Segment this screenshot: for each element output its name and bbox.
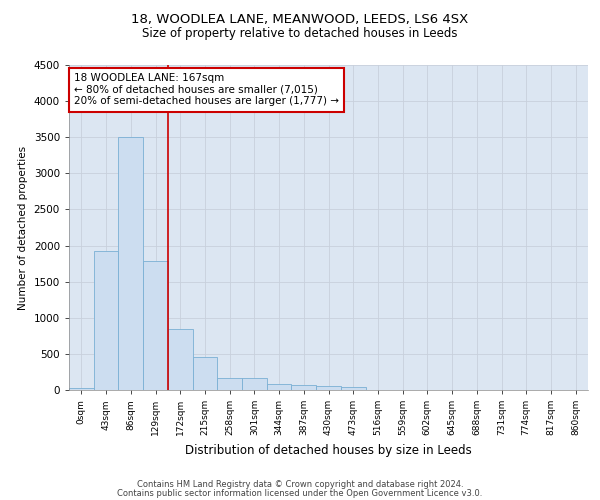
X-axis label: Distribution of detached houses by size in Leeds: Distribution of detached houses by size … [185,444,472,456]
Bar [69,388,94,390]
Text: Size of property relative to detached houses in Leeds: Size of property relative to detached ho… [142,28,458,40]
Text: 18 WOODLEA LANE: 167sqm
← 80% of detached houses are smaller (7,015)
20% of semi: 18 WOODLEA LANE: 167sqm ← 80% of detache… [74,73,339,106]
Bar [193,357,217,390]
Bar [217,378,242,390]
Bar [168,330,193,390]
Bar [292,386,316,390]
Text: Contains public sector information licensed under the Open Government Licence v3: Contains public sector information licen… [118,489,482,498]
Bar [118,137,143,390]
Bar [341,388,365,390]
Bar [267,384,292,390]
Bar [143,260,168,390]
Bar [316,386,341,390]
Bar [242,378,267,390]
Bar [94,252,118,390]
Text: Contains HM Land Registry data © Crown copyright and database right 2024.: Contains HM Land Registry data © Crown c… [137,480,463,489]
Y-axis label: Number of detached properties: Number of detached properties [18,146,28,310]
Text: 18, WOODLEA LANE, MEANWOOD, LEEDS, LS6 4SX: 18, WOODLEA LANE, MEANWOOD, LEEDS, LS6 4… [131,12,469,26]
